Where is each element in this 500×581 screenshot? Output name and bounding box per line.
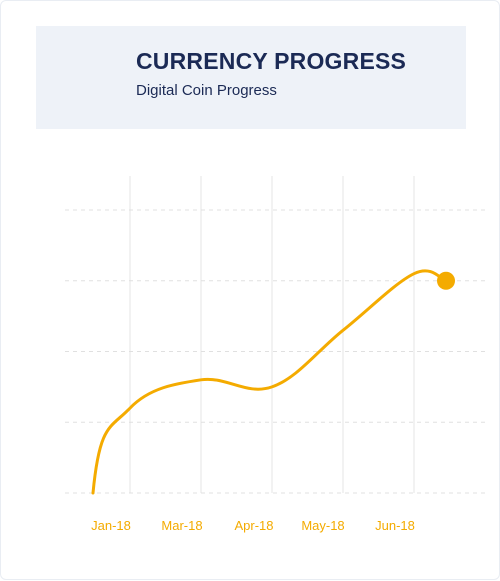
series-line [91,269,448,495]
x-tick-label: Apr-18 [234,518,273,533]
chart-header: CURRENCY PROGRESS Digital Coin Progress [36,26,466,129]
x-tick-label: Jun-18 [375,518,415,533]
chart-title: CURRENCY PROGRESS [136,48,407,74]
endpoint-marker [437,271,455,290]
x-tick-label: Jan-18 [91,518,131,533]
x-tick-label: May-18 [301,518,344,533]
x-tick-label: Mar-18 [161,518,202,533]
chart-subtitle: Digital Coin Progress [136,82,277,99]
